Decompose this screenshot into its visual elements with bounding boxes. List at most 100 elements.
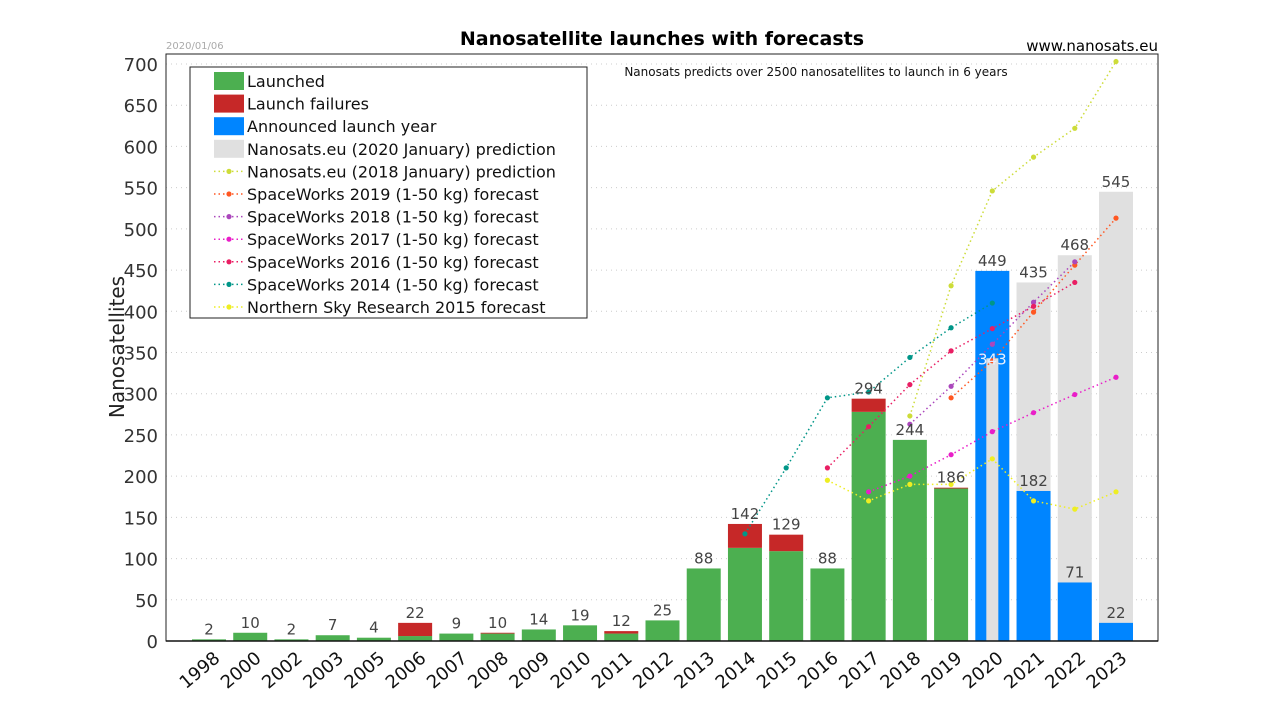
bar-label: 19: [570, 606, 589, 624]
forecast-point: [1113, 215, 1119, 221]
bar-launch-failures: [604, 631, 639, 634]
forecast-point: [824, 477, 831, 483]
forecast-point: [824, 395, 831, 401]
forecast-point: [989, 325, 995, 332]
bar-label: 435: [1019, 263, 1048, 281]
x-tick-label: 2018: [876, 648, 925, 694]
forecast-point: [742, 531, 748, 537]
legend-label: SpaceWorks 2019 (1-50 kg) forecast: [247, 185, 539, 204]
bar-announced: [1099, 622, 1133, 641]
forecast-point: [866, 424, 872, 430]
forecast-point: [948, 395, 954, 401]
x-tick-label: 2000: [217, 648, 266, 694]
bar-label: 7: [328, 616, 338, 634]
x-tick-label: 2012: [629, 648, 678, 694]
legend-swatch: [214, 117, 244, 136]
annotation: Nanosats predicts over 2500 nanosatellit…: [624, 65, 1007, 79]
y-tick-label: 450: [124, 261, 158, 282]
forecast-point: [1113, 58, 1119, 65]
forecast-point: [989, 358, 995, 364]
bar-launched: [356, 637, 391, 641]
bar-label: 294: [854, 380, 883, 398]
forecast-point: [989, 341, 995, 347]
bar-launched: [769, 551, 804, 641]
bar-announced: [1057, 582, 1092, 641]
bar-label: 71: [1065, 563, 1084, 581]
forecast-point: [948, 325, 954, 331]
bar-launched: [192, 639, 226, 641]
forecast-point: [907, 473, 913, 479]
legend-marker: [226, 304, 232, 310]
bar-launched: [233, 632, 268, 641]
x-tick-label: 2015: [753, 648, 802, 694]
bar-label: 14: [529, 610, 548, 628]
bar-prediction: [1099, 191, 1133, 641]
forecast-point: [948, 283, 954, 289]
forecast-point: [1072, 506, 1078, 512]
x-tick-label: 2005: [341, 648, 390, 694]
x-tick-label: 2016: [794, 648, 843, 694]
forecast-point: [866, 389, 872, 395]
bar-launched: [810, 568, 845, 641]
legend-marker: [226, 236, 232, 242]
x-tick-label: 2014: [712, 648, 761, 694]
bar-label: 10: [241, 614, 260, 632]
x-tick-label: 2021: [1000, 648, 1049, 694]
bar-label: 10: [488, 614, 507, 632]
legend-marker: [226, 214, 232, 220]
y-tick-label: 100: [124, 550, 158, 571]
bar-label: 142: [731, 505, 760, 523]
bar-label: 4: [369, 619, 379, 637]
x-tick-label: 2009: [505, 648, 554, 694]
forecast-point: [824, 465, 831, 471]
x-tick-label: 2003: [299, 648, 348, 694]
bar-launched: [563, 625, 598, 641]
y-tick-label: 650: [124, 96, 158, 117]
x-tick-label: 2011: [588, 648, 637, 694]
legend-label: Nanosats.eu (2018 January) prediction: [247, 162, 556, 181]
bar-launch-failures: [851, 398, 886, 412]
forecast-point: [1072, 125, 1078, 131]
x-tick-label: 2002: [258, 648, 307, 694]
bar-label: 449: [978, 252, 1007, 270]
bar-label: 545: [1102, 173, 1131, 191]
forecast-point: [783, 465, 789, 471]
bar-label: 12: [612, 612, 631, 630]
legend-marker: [226, 191, 232, 197]
bar-launched: [686, 568, 721, 641]
bar-prediction: [1057, 255, 1092, 641]
legend-marker: [226, 281, 232, 287]
legend-box: [189, 66, 588, 319]
legend-label: SpaceWorks 2014 (1-50 kg) forecast: [247, 275, 539, 294]
bar-labels: 2 10 2 7 4 22 9 10 14 19 12 25 88 142 129 88 294 244 186 44…: [204, 173, 1130, 639]
legend-swatch: [214, 72, 244, 90]
bar-label: 2: [287, 620, 297, 638]
chart-date: 2020/01/06: [166, 41, 224, 52]
forecast-point: [1072, 279, 1078, 286]
y-tick-label: 200: [124, 467, 158, 488]
forecast-point: [948, 348, 954, 354]
y-tick-label: 0: [147, 632, 158, 653]
forecast-point: [907, 354, 913, 361]
forecast-point: [1030, 410, 1037, 416]
forecast-point: [1030, 299, 1037, 305]
legend-label: Northern Sky Research 2015 forecast: [247, 298, 546, 317]
legend-label: Nanosats.eu (2020 January) prediction: [247, 140, 556, 159]
legend-label: Launched: [247, 72, 325, 91]
forecast-point: [1072, 391, 1078, 398]
bar-label: 468: [1060, 236, 1089, 254]
legend-label: Announced launch year: [247, 117, 437, 136]
bar-label: 182: [1019, 472, 1048, 490]
legend-label: SpaceWorks 2017 (1-50 kg) forecast: [247, 230, 539, 249]
forecast-point: [989, 456, 995, 462]
chart-title: Nanosatellite launches with forecasts: [460, 28, 864, 50]
bar-launched: [604, 633, 639, 641]
forecast-point: [989, 429, 995, 435]
x-tick-label: 2006: [382, 648, 431, 694]
bar-launched: [274, 639, 309, 641]
y-tick-label: 400: [124, 302, 158, 323]
y-tick-label: 150: [124, 508, 158, 529]
bar-launch-failures: [398, 622, 433, 637]
bar-launched: [398, 636, 433, 641]
